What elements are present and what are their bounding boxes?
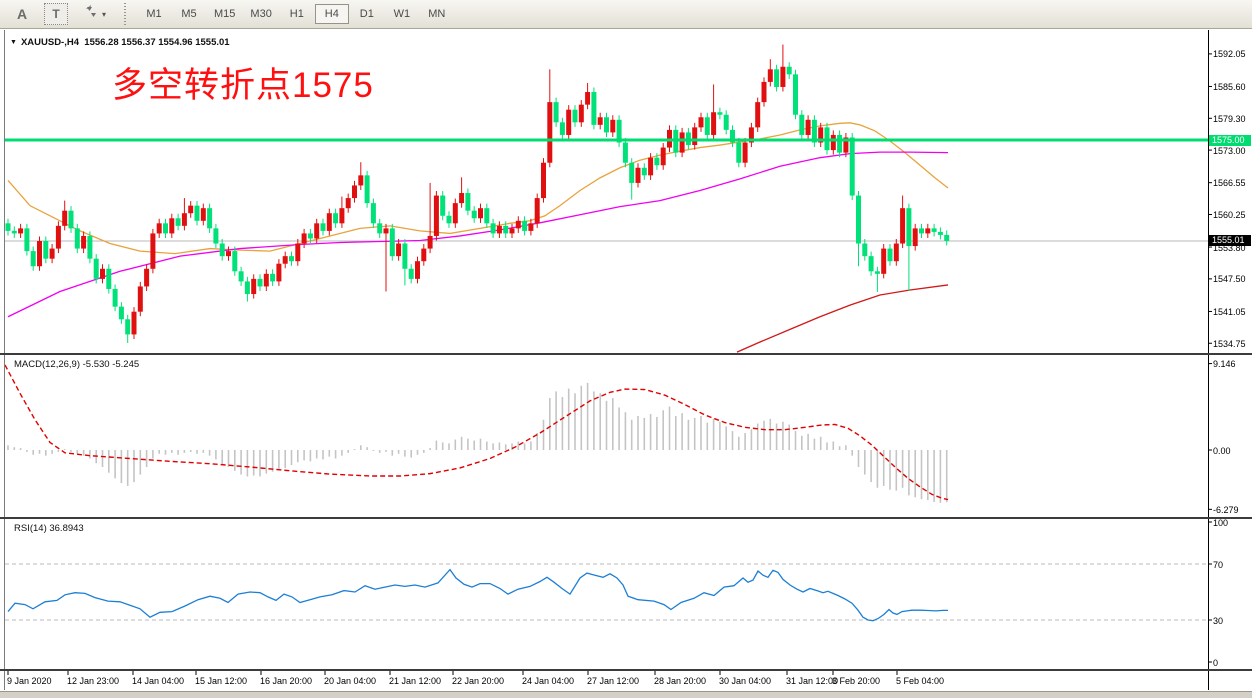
toolbar-grip[interactable] [123, 3, 128, 25]
current-price-tag: 1555.01 [1209, 235, 1251, 247]
price-axis-label: 1553.80 [1213, 242, 1246, 253]
rsi-axis-label: 0 [1213, 657, 1219, 668]
ma-fast-orange [7, 122, 949, 255]
price-axis-label: 1579.30 [1213, 113, 1246, 124]
panel-separator[interactable] [0, 353, 1252, 355]
rsi-axis-label: 70 [1213, 559, 1224, 570]
ohlc-values: 1556.28 1556.37 1554.96 1555.01 [84, 37, 230, 48]
candles [5, 44, 950, 344]
price-axis-label: 1585.60 [1213, 81, 1246, 92]
chart-menu-triangle-icon[interactable]: ▼ [10, 39, 17, 46]
timeframe-button-MN[interactable]: MN [428, 8, 446, 20]
timeframe-button-M15[interactable]: M15 [214, 8, 236, 20]
macd-label: MACD(12,26,9) -5.530 -5.245 [14, 359, 140, 370]
price-axis-label: 1547.50 [1213, 274, 1246, 285]
price-axis-label: 1560.25 [1213, 209, 1246, 220]
timeframe-button-W1[interactable]: W1 [393, 8, 411, 20]
macd-axis-label: -6.279 [1213, 504, 1239, 515]
time-axis-label: 12 Jan 23:00 [67, 676, 120, 686]
rsi-panel [5, 563, 1208, 622]
text-annotation-button[interactable]: T [44, 3, 68, 25]
timeframe-button-D1[interactable]: D1 [359, 8, 374, 20]
time-axis-label: 30 Jan 04:00 [719, 676, 772, 686]
chart-left-border [4, 30, 5, 690]
time-axis-label: 20 Jan 04:00 [324, 676, 377, 686]
toolbar: A T ▾ M1 M5 M15 M30 H1 H4 D1 W1 MN [0, 0, 1252, 29]
ma-mid-magenta [7, 151, 949, 318]
macd-axis-label: 0.00 [1213, 445, 1231, 456]
price-axis-label: 1541.05 [1213, 306, 1246, 317]
timeframe-button-H4[interactable]: H4 [314, 4, 349, 24]
rsi-label: RSI(14) 36.8943 [14, 523, 84, 534]
time-axis-label: 9 Jan 2020 [7, 676, 52, 686]
timeframe-button-M5[interactable]: M5 [181, 8, 197, 20]
time-axis-label: 15 Jan 12:00 [195, 676, 248, 686]
chart-annotation-text[interactable]: 多空转折点1575 [112, 66, 374, 105]
macd-signal-line [4, 364, 949, 501]
time-axis-label: 3 Feb 20:00 [832, 676, 881, 686]
time-axis-label: 16 Jan 20:00 [260, 676, 313, 686]
rsi-axis-label: 30 [1213, 615, 1224, 626]
macd-axis-label: 9.146 [1213, 359, 1236, 370]
rsi-line [7, 568, 948, 622]
price-axis-border [1208, 30, 1209, 690]
text-style-button[interactable]: A [16, 6, 28, 22]
time-axis-label: 14 Jan 04:00 [132, 676, 185, 686]
time-axis-label: 21 Jan 12:00 [389, 676, 442, 686]
timeframe-button-group: M1 M5 M15 M30 H1 H4 D1 W1 MN [137, 4, 455, 24]
arrows-icon [83, 4, 99, 25]
arrows-tool-button[interactable]: ▾ [80, 3, 109, 25]
time-axis-label: 24 Jan 04:00 [522, 676, 575, 686]
time-axis-label: 27 Jan 12:00 [587, 676, 640, 686]
price-panel [5, 122, 1208, 353]
time-axis-label: 28 Jan 20:00 [654, 676, 707, 686]
price-axis-label: 1566.55 [1213, 178, 1246, 189]
symbol-ohlc-line: ▼ XAUUSD-,H4 1556.28 1556.37 1554.96 1555… [10, 37, 230, 48]
price-axis-label: 1592.05 [1213, 49, 1246, 60]
price-axis-label: 1573.00 [1213, 145, 1246, 156]
hline-price-tag: 1575.00 [1209, 134, 1251, 146]
time-axis-label: 5 Feb 04:00 [896, 676, 945, 686]
ma-slow-red [736, 284, 949, 353]
timeframe-button-M30[interactable]: M30 [250, 8, 272, 20]
time-axis-label: 31 Jan 12:00 [786, 676, 839, 686]
window-bottom-strip [0, 691, 1252, 698]
timeframe-button-H1[interactable]: H1 [289, 8, 304, 20]
price-axis-label: 1534.75 [1213, 338, 1246, 349]
symbol-label: XAUUSD-,H4 [20, 37, 79, 48]
time-axis-label: 22 Jan 20:00 [452, 676, 505, 686]
panel-separator[interactable] [0, 517, 1252, 519]
timeframe-button-M1[interactable]: M1 [146, 8, 162, 20]
panel-separator [0, 669, 1252, 671]
macd-panel [4, 364, 949, 503]
chevron-down-icon: ▾ [102, 9, 107, 19]
rsi-axis-label: 100 [1213, 517, 1229, 528]
